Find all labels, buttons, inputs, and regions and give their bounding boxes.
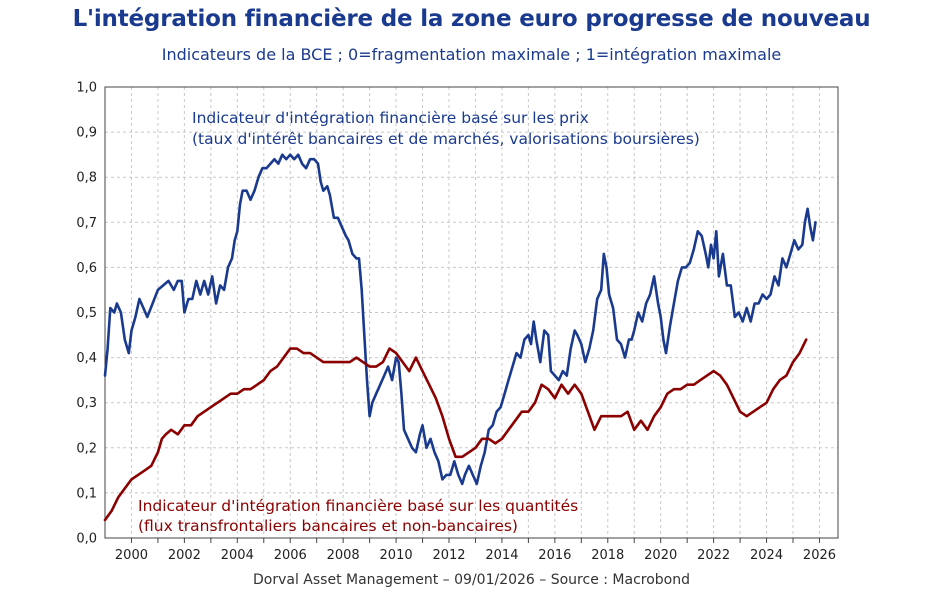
annotations: Indicateur d'intégration financière basé…: [138, 109, 700, 535]
price-indicator-line: [103, 153, 817, 486]
x-tick-label: 2008: [327, 548, 360, 563]
y-tick-label: 0,8: [76, 171, 97, 186]
source-footer: Dorval Asset Management – 09/01/2026 – S…: [252, 572, 691, 588]
price-annotation-line2: (taux d'intérêt bancaires et de marchés,…: [192, 130, 700, 148]
axes: 0,0 0,1 0,2 0,3 0,4 0,5 0,6 0,7 0,8 0,9 1,0 2000 200…: [76, 81, 839, 563]
quantity-annotation-line1: Indicateur d'intégration financière basé…: [138, 497, 578, 515]
plot-frame: [104, 86, 839, 539]
y-tick-label: 0,2: [76, 441, 97, 456]
x-tick-label: 2026: [803, 548, 836, 563]
y-tick-label: 0,1: [76, 486, 97, 501]
series: [103, 153, 817, 522]
y-tick-label: 0,9: [76, 126, 97, 141]
x-tick-label: 2004: [221, 548, 254, 563]
chart-title: L'intégration financière de la zone euro…: [72, 6, 871, 32]
x-tick-label: 2006: [274, 548, 307, 563]
y-tick-label: 0,0: [76, 532, 97, 547]
y-tick-label: 0,6: [76, 261, 97, 276]
quantity-indicator-line: [103, 338, 808, 522]
y-tick-label: 0,7: [76, 216, 97, 231]
x-tick-label: 2010: [380, 548, 413, 563]
y-tick-label: 0,5: [76, 306, 97, 321]
x-tick-label: 2002: [168, 548, 201, 563]
x-tick-label: 2020: [644, 548, 677, 563]
price-annotation-line1: Indicateur d'intégration financière basé…: [192, 109, 589, 127]
y-tick-label: 0,3: [76, 396, 97, 411]
quantity-annotation-line2: (flux transfrontaliers bancaires et non-…: [138, 517, 518, 535]
x-tick-label: 2012: [432, 548, 465, 563]
x-tick-label: 2000: [115, 548, 148, 563]
x-tick-label: 2018: [591, 548, 624, 563]
x-tick-label: 2022: [697, 548, 730, 563]
x-tick-label: 2024: [750, 548, 783, 563]
x-tick-label: 2014: [485, 548, 518, 563]
chart-subtitle: Indicateurs de la BCE ; 0=fragmentation …: [161, 45, 782, 64]
x-tick-label: 2016: [538, 548, 571, 563]
y-tick-label: 0,4: [76, 351, 97, 366]
y-tick-label: 1,0: [76, 81, 97, 96]
